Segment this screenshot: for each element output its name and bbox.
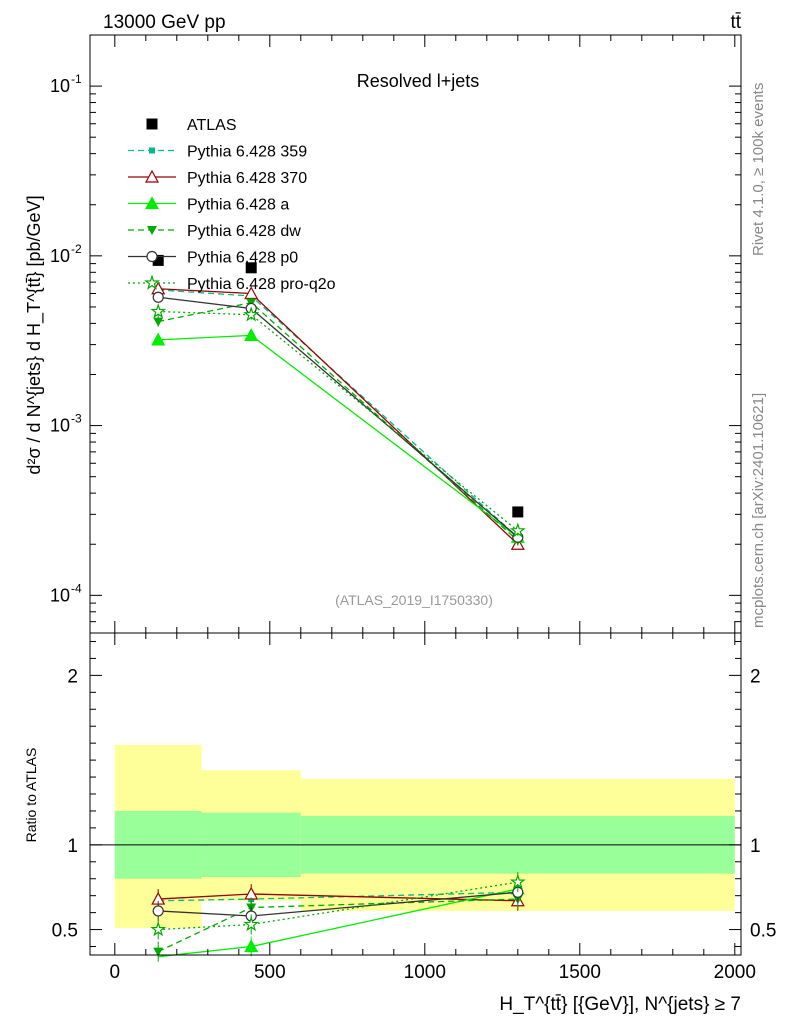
ratio-series-pq2o <box>150 872 526 940</box>
ratio-point-pp0 <box>152 905 164 917</box>
x-axis-label: H_T^{tt̄} [{GeV}], N^{jets} ≥ 7 <box>499 994 741 1015</box>
main-y-tick-label: 10 <box>50 585 70 605</box>
data-point-pa <box>244 328 259 341</box>
main-title: Resolved l+jets <box>357 71 480 91</box>
series-line-p370 <box>158 288 519 545</box>
data-point-pq2o <box>243 306 260 322</box>
legend-label-p359: Pythia 6.428 359 <box>187 144 307 161</box>
x-tick-label: 500 <box>254 962 286 983</box>
series-data <box>152 254 524 518</box>
series-line-pp0 <box>158 296 519 538</box>
legend-marker-p370 <box>144 169 160 183</box>
legend-marker-pdw <box>147 226 157 235</box>
ratio-point-pdw <box>153 947 164 957</box>
main-y-tick-label: 10 <box>50 246 70 266</box>
series-pq2o <box>150 303 526 538</box>
ratio-y-axis-label: Ratio to ATLAS <box>23 748 39 843</box>
series-pp0 <box>152 291 524 543</box>
legend-label-data: ATLAS <box>187 117 237 134</box>
series-p359 <box>155 284 521 543</box>
main-y-tick-exponent: -1 <box>71 72 82 86</box>
legend: ATLAS Pythia 6.428 359 Pythia 6.428 370 Pyt… <box>128 117 336 293</box>
main-y-tick-label: 10 <box>50 76 70 96</box>
x-tick-label: 0 <box>110 962 121 983</box>
series-p370 <box>151 281 525 550</box>
legend-marker-pp0 <box>146 250 158 263</box>
ratio-y-tick-label-right: 0.5 <box>750 921 776 942</box>
ratio-point-pq2o <box>509 873 526 889</box>
legend-marker-p359 <box>149 147 155 154</box>
main-y-tick-exponent: -4 <box>71 581 82 595</box>
data-point-pa <box>151 332 166 346</box>
legend-marker-data <box>146 118 158 130</box>
main-panel: 10-110-210-310-4 <box>50 34 742 634</box>
x-tick-label: 2000 <box>714 962 756 983</box>
series-pdw <box>153 297 523 546</box>
rivet-label: Rivet 4.1.0, ≥ 100k events <box>750 83 767 256</box>
series-line-pdw <box>158 301 519 542</box>
ratio-panel: 0.5 0.5 1 1 2 2 0 500 1000 1500 2000 <box>52 632 776 983</box>
legend-marker-pa <box>144 196 160 210</box>
legend-label-pq2o: Pythia 6.428 pro-q2o <box>187 276 336 293</box>
series-line-p359 <box>158 289 519 538</box>
ratio-y-tick-label: 2 <box>67 666 78 687</box>
series-line-pq2o <box>158 310 519 532</box>
legend-label-pdw: Pythia 6.428 dw <box>187 223 301 240</box>
header-right-label: tt̄ <box>730 12 741 33</box>
data-point-data <box>512 506 524 518</box>
main-y-tick-exponent: -3 <box>71 412 82 426</box>
data-point-pq2o <box>509 522 526 538</box>
data-point-data <box>245 262 257 274</box>
x-tick-label: 1000 <box>404 962 446 983</box>
mcplots-label: mcplots.cern.ch [arXiv:2401.10621] <box>750 393 767 628</box>
ratio-y-tick-label: 1 <box>67 836 78 857</box>
ratio-point-pq2o <box>243 916 260 932</box>
series-pa <box>151 328 525 543</box>
ratio-y-tick-label: 0.5 <box>52 921 78 942</box>
data-point-pdw <box>153 317 164 327</box>
ratio-y-tick-label-right: 1 <box>750 836 761 857</box>
header-left-label: 13000 GeV pp <box>103 12 226 33</box>
ratio-line-pq2o <box>158 881 518 931</box>
ratio-y-tick-label-right: 2 <box>750 666 761 687</box>
x-tick-label: 1500 <box>559 962 601 983</box>
legend-marker-pq2o <box>144 274 160 290</box>
legend-label-pp0: Pythia 6.428 p0 <box>187 250 298 267</box>
legend-label-p370: Pythia 6.428 370 <box>187 170 307 187</box>
data-point-pq2o <box>150 303 167 319</box>
data-point-pp0 <box>152 291 164 303</box>
data-point-data <box>152 254 164 266</box>
ratio-point-pq2o <box>150 921 167 937</box>
main-y-axis-label: d²σ / d N^{jets} d H_T^{tt̄} [pb/GeV] <box>24 195 45 474</box>
main-y-tick-exponent: -2 <box>71 242 82 256</box>
legend-label-pa: Pythia 6.428 a <box>187 197 289 214</box>
main-y-tick-label: 10 <box>50 416 70 436</box>
analysis-annotation: (ATLAS_2019_I1750330) <box>335 592 493 608</box>
ratio-point-pa <box>244 939 259 953</box>
series-line-pa <box>158 334 519 538</box>
